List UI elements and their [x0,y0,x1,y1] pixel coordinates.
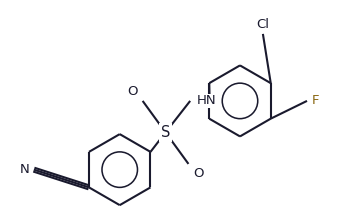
Text: O: O [127,85,138,98]
Text: F: F [312,94,319,107]
Text: HN: HN [197,94,217,107]
Text: S: S [161,125,170,140]
Text: Cl: Cl [256,18,269,31]
Text: O: O [193,167,204,180]
Text: N: N [20,163,30,176]
